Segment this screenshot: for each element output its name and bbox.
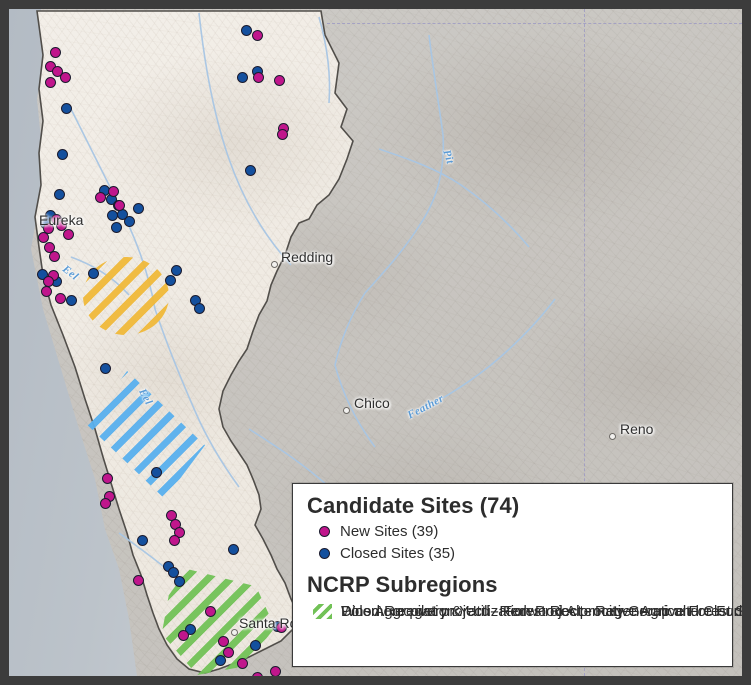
site-marker-new[interactable]	[95, 192, 106, 203]
site-marker-new[interactable]	[63, 229, 74, 240]
site-marker-closed[interactable]	[107, 210, 118, 221]
city-dot-redding	[271, 261, 278, 268]
site-marker-new[interactable]	[178, 630, 189, 641]
site-marker-closed[interactable]	[228, 544, 239, 555]
legend-label-dinsmore-pilot: Dinsmore pilot project - Redwood Alterna…	[341, 602, 742, 620]
new-sites-marker-icon	[319, 525, 330, 537]
legend-title-ncrp-subregions: NCRP Subregions	[307, 572, 498, 598]
hatch-swatch-orange-icon	[313, 603, 332, 619]
site-marker-new[interactable]	[43, 223, 54, 234]
site-marker-closed[interactable]	[245, 165, 256, 176]
site-marker-new[interactable]	[277, 129, 288, 140]
site-marker-closed[interactable]	[171, 265, 182, 276]
site-marker-new[interactable]	[114, 200, 125, 211]
site-marker-new[interactable]	[253, 72, 264, 83]
site-marker-closed[interactable]	[88, 268, 99, 279]
legend-item-dinsmore-pilot[interactable]: Dinsmore pilot project - Redwood Alterna…	[313, 602, 742, 621]
site-marker-closed[interactable]	[66, 295, 77, 306]
site-marker-new[interactable]	[169, 535, 180, 546]
legend-label-new-sites: New Sites (39)	[340, 522, 439, 540]
site-marker-new[interactable]	[56, 220, 67, 231]
site-marker-new[interactable]	[205, 606, 216, 617]
site-marker-closed[interactable]	[165, 275, 176, 286]
site-marker-new[interactable]	[55, 293, 66, 304]
hatch-swatch-green-icon	[313, 603, 332, 619]
site-marker-new[interactable]	[237, 658, 248, 669]
site-marker-new[interactable]	[102, 473, 113, 484]
legend-label-closed-sites: Closed Sites (35)	[340, 544, 456, 562]
site-marker-new[interactable]	[100, 498, 111, 509]
site-marker-new[interactable]	[274, 75, 285, 86]
site-marker-closed[interactable]	[215, 655, 226, 666]
legend-item-new-sites[interactable]: New Sites (39)	[319, 521, 732, 541]
legend-item-pole-aggregation-yard[interactable]: Pole Aggregation Yard - Forest Reciproci…	[313, 602, 742, 621]
site-marker-new[interactable]	[49, 251, 60, 262]
site-marker-closed[interactable]	[168, 567, 179, 578]
legend-label-wood-recovery: Wood Recovery & Utilization Project - Re…	[341, 602, 742, 620]
legend-label-pole-aggregation-yard: Pole Aggregation Yard - Forest Reciproci…	[341, 602, 742, 620]
city-dot-santa-rosa	[231, 629, 238, 636]
site-marker-closed[interactable]	[174, 576, 185, 587]
site-marker-closed[interactable]	[250, 640, 261, 651]
site-marker-new[interactable]	[52, 66, 63, 77]
site-marker-closed[interactable]	[124, 216, 135, 227]
map-canvas[interactable]: Pit Eel Eel Feather Redding Chico Reno E…	[9, 9, 742, 676]
map-legend[interactable]: Candidate Sites (74) New Sites (39) Clos…	[292, 483, 742, 667]
site-marker-new[interactable]	[60, 72, 71, 83]
site-marker-closed[interactable]	[137, 535, 148, 546]
site-marker-new[interactable]	[276, 622, 287, 633]
site-marker-closed[interactable]	[57, 149, 68, 160]
site-marker-closed[interactable]	[194, 303, 205, 314]
legend-item-closed-sites[interactable]: Closed Sites (35)	[319, 543, 732, 563]
site-marker-closed[interactable]	[111, 222, 122, 233]
site-marker-closed[interactable]	[100, 363, 111, 374]
site-marker-new[interactable]	[108, 186, 119, 197]
site-marker-new[interactable]	[45, 77, 56, 88]
site-marker-new[interactable]	[218, 636, 229, 647]
closed-sites-marker-icon	[319, 547, 330, 559]
site-marker-closed[interactable]	[185, 624, 196, 635]
site-marker-new[interactable]	[252, 30, 263, 41]
site-marker-new[interactable]	[50, 47, 61, 58]
site-marker-new[interactable]	[38, 232, 49, 243]
site-marker-new[interactable]	[252, 672, 263, 676]
site-marker-new[interactable]	[41, 286, 52, 297]
legend-item-wood-recovery[interactable]: Wood Recovery & Utilization Project - Re…	[313, 602, 742, 621]
site-marker-new[interactable]	[223, 647, 234, 658]
city-dot-chico	[343, 407, 350, 414]
hatch-swatch-blue-icon	[313, 603, 332, 619]
legend-title-candidate-sites: Candidate Sites (74)	[307, 493, 520, 518]
site-marker-closed[interactable]	[237, 72, 248, 83]
site-marker-new[interactable]	[270, 666, 281, 676]
site-marker-closed[interactable]	[37, 269, 48, 280]
site-marker-closed[interactable]	[61, 103, 72, 114]
city-dot-reno	[609, 433, 616, 440]
site-marker-new[interactable]	[133, 575, 144, 586]
site-marker-closed[interactable]	[133, 203, 144, 214]
site-marker-closed[interactable]	[241, 25, 252, 36]
site-marker-closed[interactable]	[54, 189, 65, 200]
site-marker-closed[interactable]	[151, 467, 162, 478]
